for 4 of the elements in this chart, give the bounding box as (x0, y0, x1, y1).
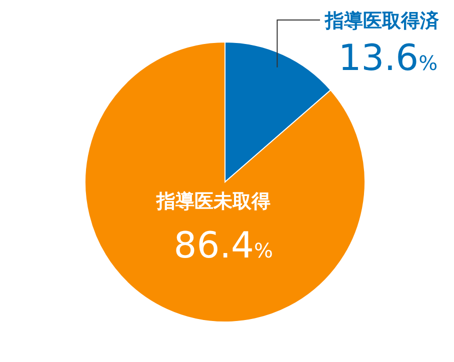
data-label: 86.4% (174, 225, 273, 266)
data-label: 13.6% (338, 38, 438, 79)
slice-label: 指導医取得済 (324, 10, 440, 32)
slice-label: 指導医未取得 (155, 190, 270, 212)
